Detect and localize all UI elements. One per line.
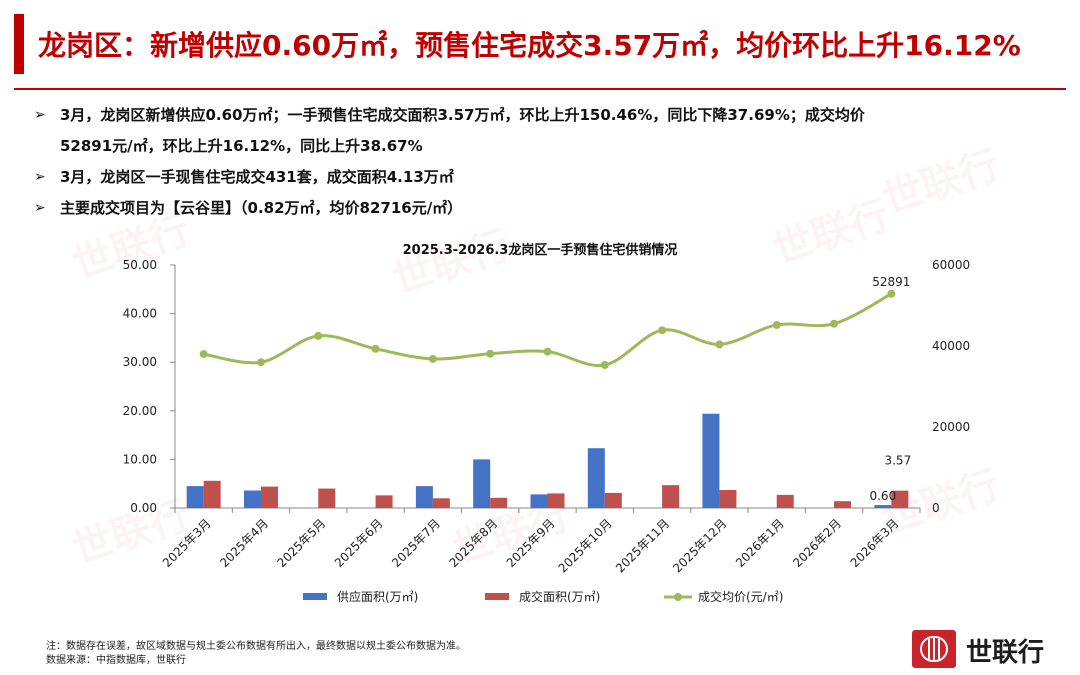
y-left-tick-label: 10.00 [123, 452, 157, 466]
deal-bar [891, 490, 909, 508]
x-tick-label: 2025年11月 [613, 516, 672, 575]
title-bar: 龙岗区：新增供应0.60万㎡，预售住宅成交3.57万㎡，均价环比上升16.12% [0, 0, 1080, 92]
footer-source: 数据来源：中指数据库，世联行 [46, 655, 186, 666]
x-tick-label: 2026年3月 [848, 516, 902, 570]
deal-bar [662, 485, 680, 508]
bullet-list: ➢ 3月，龙岗区新增供应0.60万㎡；一手预售住宅成交面积3.57万㎡，环比上升… [34, 100, 1054, 224]
supply-sales-chart: 2025.3-2026.3龙岗区一手预售住宅供销情况 0.00 10.00 20.0… [123, 242, 971, 604]
chart-area: 2025.3-2026.3龙岗区一手预售住宅供销情况 0.00 10.00 20.0… [0, 230, 1080, 615]
page-title: 龙岗区：新增供应0.60万㎡，预售住宅成交3.57万㎡，均价环比上升16.12% [38, 29, 1021, 62]
price-point [658, 326, 667, 335]
price-point [428, 354, 437, 363]
y-right-tick-label: 20000 [932, 420, 970, 434]
supply-bar [473, 459, 491, 508]
x-tick-label: 2025年6月 [332, 516, 386, 570]
price-point [600, 361, 609, 370]
deal-bar [604, 492, 622, 508]
x-tick-label: 2025年10月 [556, 516, 615, 575]
price-data-label: 52891 [872, 275, 910, 289]
chart-data-labels: 0.60 3.57 52891 [869, 275, 911, 503]
logo-mark-icon [912, 630, 956, 668]
price-point [256, 358, 265, 367]
legend-item-deal-swatch [485, 593, 509, 600]
legend-item-supply-swatch [303, 593, 327, 600]
y-right-tick-label: 0 [932, 501, 940, 515]
deal-bar [260, 486, 278, 508]
price-point [887, 289, 896, 298]
x-tick-label: 2025年3月 [160, 516, 214, 570]
legend-item-deal-label: 成交面积(万㎡) [519, 589, 600, 604]
supply-data-label: 0.60 [869, 489, 896, 503]
chart-axes: 0.00 10.00 20.00 30.00 40.00 50.00 0 20000 40000… [123, 258, 971, 575]
deal-bar [490, 497, 508, 508]
supply-bar [874, 505, 892, 508]
x-tick-label: 2025年8月 [446, 516, 500, 570]
deal-bar [776, 494, 794, 508]
price-point [314, 331, 323, 340]
bullet-text-continued: 52891元/㎡，环比上升16.12%，同比上升38.67% [60, 137, 423, 155]
price-point [486, 349, 495, 358]
bullet-text: 3月，龙岗区一手现售住宅成交431套，成交面积4.13万㎡ [60, 168, 454, 186]
supply-bar [186, 486, 204, 508]
footer-note: 注：数据存在误差，故区域数据与规土委公布数据有所出入，最终数据以规土委公布数据为… [46, 641, 466, 652]
price-point [371, 344, 380, 353]
bullet-item: ➢ 主要成交项目为【云谷里】（0.82万㎡，均价82716元/㎡） [34, 193, 1054, 224]
y-right-tick-label: 60000 [932, 258, 970, 272]
price-point [830, 319, 839, 328]
deal-bar [834, 501, 852, 508]
bullet-item: ➢ 3月，龙岗区新增供应0.60万㎡；一手预售住宅成交面积3.57万㎡，环比上升… [34, 100, 1054, 162]
x-tick-label: 2025年4月 [217, 516, 271, 570]
x-tick-label: 2025年5月 [275, 516, 329, 570]
deal-data-label: 3.57 [884, 454, 911, 468]
bullet-item: ➢ 3月，龙岗区一手现售住宅成交431套，成交面积4.13万㎡ [34, 162, 1054, 193]
footer: 注：数据存在误差，故区域数据与规土委公布数据有所出入，最终数据以规土委公布数据为… [46, 640, 466, 668]
y-right-tick-label: 40000 [932, 339, 970, 353]
price-point [543, 347, 552, 356]
bullet-arrow-icon: ➢ [34, 200, 46, 216]
deal-bar [547, 493, 565, 508]
x-tick-label: 2025年12月 [670, 516, 729, 575]
bullet-arrow-icon: ➢ [34, 107, 46, 123]
deal-bar [432, 498, 450, 508]
chart-bars [186, 413, 909, 508]
deal-bar [719, 490, 737, 508]
y-left-tick-label: 30.00 [123, 355, 157, 369]
bullet-text: 主要成交项目为【云谷里】（0.82万㎡，均价82716元/㎡） [60, 199, 463, 217]
x-tick-label: 2025年7月 [389, 516, 443, 570]
x-tick-label: 2026年1月 [733, 516, 787, 570]
supply-bar [415, 486, 433, 508]
x-tick-label: 2026年2月 [790, 516, 844, 570]
price-point [772, 320, 781, 329]
company-logo: 世联行 [912, 626, 1072, 672]
price-point [199, 350, 208, 359]
deal-bar [318, 488, 336, 508]
supply-bar [587, 448, 605, 508]
supply-bar [702, 413, 720, 508]
deal-bar [375, 495, 393, 508]
y-left-tick-label: 50.00 [123, 258, 157, 272]
chart-line [199, 289, 896, 370]
legend-item-price-label: 成交均价(元/㎡) [698, 589, 783, 604]
legend-item-price-marker [674, 593, 682, 601]
x-tick-label: 2025年9月 [504, 516, 558, 570]
bullet-text: 3月，龙岗区新增供应0.60万㎡；一手预售住宅成交面积3.57万㎡，环比上升15… [60, 106, 865, 124]
logo-text: 世联行 [966, 638, 1045, 668]
price-point [715, 340, 724, 349]
supply-bar [530, 494, 548, 508]
title-rule [14, 88, 1066, 90]
y-left-tick-label: 40.00 [123, 307, 157, 321]
chart-title: 2025.3-2026.3龙岗区一手预售住宅供销情况 [403, 242, 678, 258]
legend-item-supply-label: 供应面积(万㎡) [337, 589, 418, 604]
y-left-tick-label: 0.00 [130, 501, 157, 515]
title-accent [14, 14, 24, 74]
deal-bar [203, 480, 221, 508]
chart-legend: 供应面积(万㎡) 成交面积(万㎡) 成交均价(元/㎡) [303, 589, 783, 604]
supply-bar [243, 490, 261, 508]
bullet-arrow-icon: ➢ [34, 169, 46, 185]
y-left-tick-label: 20.00 [123, 404, 157, 418]
